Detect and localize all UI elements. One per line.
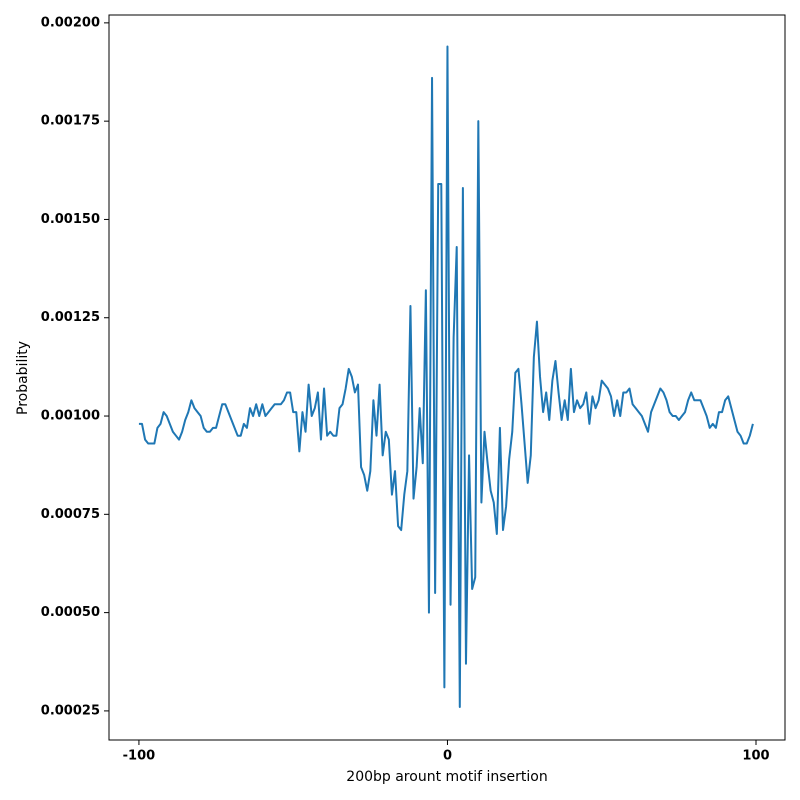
y-tick-label: 0.00200 xyxy=(41,15,100,30)
y-tick-label: 0.00125 xyxy=(41,310,100,325)
y-tick-label: 0.00175 xyxy=(41,114,100,129)
data-line xyxy=(138,45,754,708)
y-tick-label: 0.00100 xyxy=(41,409,100,424)
x-tick-label: 100 xyxy=(742,749,769,764)
plot-frame xyxy=(108,14,786,741)
x-axis-label: 200bp arount motif insertion xyxy=(346,769,547,785)
y-tick-label: 0.00075 xyxy=(41,507,100,522)
y-tick-label: 0.00025 xyxy=(41,703,100,718)
y-tick-label: 0.00150 xyxy=(41,212,100,227)
y-axis-label: Probability xyxy=(15,341,31,415)
x-tick-label: -100 xyxy=(123,749,156,764)
y-tick-label: 0.00050 xyxy=(41,605,100,620)
x-tick-label: 0 xyxy=(443,749,452,764)
